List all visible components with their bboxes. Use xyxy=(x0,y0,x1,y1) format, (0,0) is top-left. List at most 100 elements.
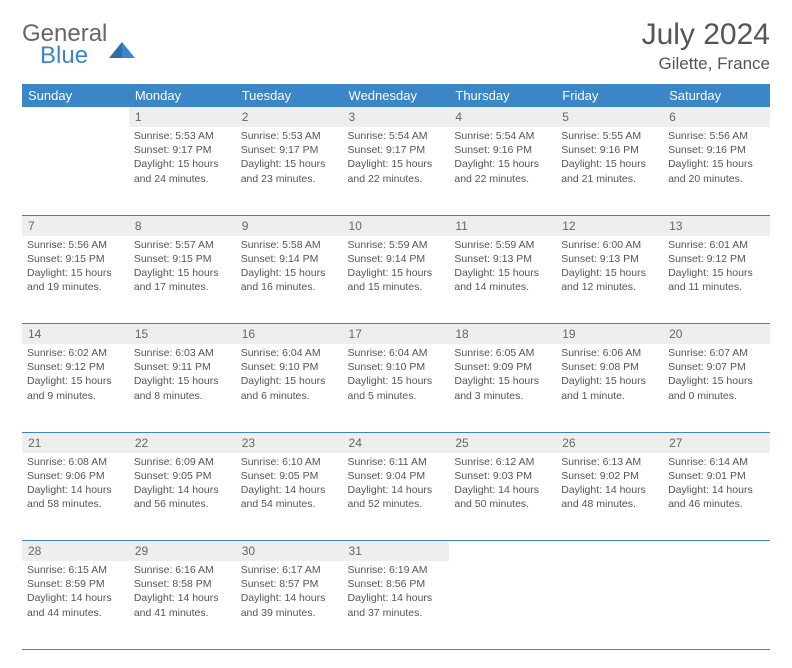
day-cell: Sunrise: 5:59 AMSunset: 9:13 PMDaylight:… xyxy=(449,236,556,324)
week-row: Sunrise: 5:53 AMSunset: 9:17 PMDaylight:… xyxy=(22,127,770,215)
day-details: Sunrise: 5:57 AMSunset: 9:15 PMDaylight:… xyxy=(134,236,231,295)
day-details: Sunrise: 6:06 AMSunset: 9:08 PMDaylight:… xyxy=(561,344,658,403)
day-details: Sunrise: 6:04 AMSunset: 9:10 PMDaylight:… xyxy=(348,344,445,403)
day-details: Sunrise: 6:17 AMSunset: 8:57 PMDaylight:… xyxy=(241,561,338,620)
day-number: 23 xyxy=(236,432,343,453)
day-cell: Sunrise: 5:56 AMSunset: 9:16 PMDaylight:… xyxy=(663,127,770,215)
day-number xyxy=(22,107,129,127)
day-number: 31 xyxy=(343,541,450,562)
day-details: Sunrise: 6:11 AMSunset: 9:04 PMDaylight:… xyxy=(348,453,445,512)
day-cell: Sunrise: 6:03 AMSunset: 9:11 PMDaylight:… xyxy=(129,344,236,432)
day-cell: Sunrise: 6:05 AMSunset: 9:09 PMDaylight:… xyxy=(449,344,556,432)
day-number: 25 xyxy=(449,432,556,453)
day-cell: Sunrise: 5:53 AMSunset: 9:17 PMDaylight:… xyxy=(129,127,236,215)
day-number: 20 xyxy=(663,324,770,345)
day-number xyxy=(449,541,556,562)
day-cell: Sunrise: 6:07 AMSunset: 9:07 PMDaylight:… xyxy=(663,344,770,432)
day-details: Sunrise: 6:15 AMSunset: 8:59 PMDaylight:… xyxy=(27,561,124,620)
calendar-table: SundayMondayTuesdayWednesdayThursdayFrid… xyxy=(22,84,770,650)
day-cell: Sunrise: 6:19 AMSunset: 8:56 PMDaylight:… xyxy=(343,561,450,649)
day-details: Sunrise: 6:07 AMSunset: 9:07 PMDaylight:… xyxy=(668,344,765,403)
day-number: 18 xyxy=(449,324,556,345)
day-number: 16 xyxy=(236,324,343,345)
day-number: 14 xyxy=(22,324,129,345)
day-number: 30 xyxy=(236,541,343,562)
day-number: 21 xyxy=(22,432,129,453)
day-cell: Sunrise: 6:02 AMSunset: 9:12 PMDaylight:… xyxy=(22,344,129,432)
day-details: Sunrise: 6:10 AMSunset: 9:05 PMDaylight:… xyxy=(241,453,338,512)
day-number-row: 14151617181920 xyxy=(22,324,770,345)
day-header: Saturday xyxy=(663,84,770,107)
day-details: Sunrise: 6:13 AMSunset: 9:02 PMDaylight:… xyxy=(561,453,658,512)
logo-line2: Blue xyxy=(40,44,107,68)
month-title: July 2024 xyxy=(642,18,770,52)
day-details: Sunrise: 5:56 AMSunset: 9:15 PMDaylight:… xyxy=(27,236,124,295)
calendar-page: General Blue July 2024 Gilette, France S… xyxy=(0,0,792,668)
day-cell: Sunrise: 6:08 AMSunset: 9:06 PMDaylight:… xyxy=(22,453,129,541)
day-number: 5 xyxy=(556,107,663,127)
day-cell: Sunrise: 6:06 AMSunset: 9:08 PMDaylight:… xyxy=(556,344,663,432)
day-cell xyxy=(22,127,129,215)
day-details: Sunrise: 5:59 AMSunset: 9:14 PMDaylight:… xyxy=(348,236,445,295)
logo: General Blue xyxy=(22,22,135,68)
week-row: Sunrise: 6:08 AMSunset: 9:06 PMDaylight:… xyxy=(22,453,770,541)
title-block: July 2024 Gilette, France xyxy=(642,18,770,74)
day-details: Sunrise: 6:03 AMSunset: 9:11 PMDaylight:… xyxy=(134,344,231,403)
day-number: 29 xyxy=(129,541,236,562)
day-number: 7 xyxy=(22,215,129,236)
day-number: 15 xyxy=(129,324,236,345)
day-number: 9 xyxy=(236,215,343,236)
day-number: 4 xyxy=(449,107,556,127)
day-cell: Sunrise: 5:53 AMSunset: 9:17 PMDaylight:… xyxy=(236,127,343,215)
day-number: 12 xyxy=(556,215,663,236)
day-number: 27 xyxy=(663,432,770,453)
day-cell xyxy=(663,561,770,649)
day-cell: Sunrise: 5:58 AMSunset: 9:14 PMDaylight:… xyxy=(236,236,343,324)
day-number xyxy=(556,541,663,562)
logo-text: General Blue xyxy=(22,22,107,68)
day-cell: Sunrise: 6:17 AMSunset: 8:57 PMDaylight:… xyxy=(236,561,343,649)
day-cell: Sunrise: 5:57 AMSunset: 9:15 PMDaylight:… xyxy=(129,236,236,324)
day-details: Sunrise: 5:54 AMSunset: 9:17 PMDaylight:… xyxy=(348,127,445,186)
day-number: 6 xyxy=(663,107,770,127)
day-cell: Sunrise: 6:04 AMSunset: 9:10 PMDaylight:… xyxy=(236,344,343,432)
day-cell: Sunrise: 5:54 AMSunset: 9:16 PMDaylight:… xyxy=(449,127,556,215)
day-number-row: 28293031 xyxy=(22,541,770,562)
day-cell: Sunrise: 5:56 AMSunset: 9:15 PMDaylight:… xyxy=(22,236,129,324)
day-details: Sunrise: 6:12 AMSunset: 9:03 PMDaylight:… xyxy=(454,453,551,512)
day-header: Wednesday xyxy=(343,84,450,107)
day-cell: Sunrise: 5:54 AMSunset: 9:17 PMDaylight:… xyxy=(343,127,450,215)
day-number xyxy=(663,541,770,562)
day-details: Sunrise: 6:19 AMSunset: 8:56 PMDaylight:… xyxy=(348,561,445,620)
day-details: Sunrise: 6:01 AMSunset: 9:12 PMDaylight:… xyxy=(668,236,765,295)
day-header: Thursday xyxy=(449,84,556,107)
day-cell xyxy=(449,561,556,649)
day-number: 8 xyxy=(129,215,236,236)
day-details: Sunrise: 5:55 AMSunset: 9:16 PMDaylight:… xyxy=(561,127,658,186)
day-number: 13 xyxy=(663,215,770,236)
day-header: Tuesday xyxy=(236,84,343,107)
day-number: 26 xyxy=(556,432,663,453)
day-number: 24 xyxy=(343,432,450,453)
day-details: Sunrise: 6:16 AMSunset: 8:58 PMDaylight:… xyxy=(134,561,231,620)
day-number: 3 xyxy=(343,107,450,127)
location: Gilette, France xyxy=(642,54,770,74)
day-number: 19 xyxy=(556,324,663,345)
day-details: Sunrise: 6:00 AMSunset: 9:13 PMDaylight:… xyxy=(561,236,658,295)
day-cell xyxy=(556,561,663,649)
day-details: Sunrise: 5:53 AMSunset: 9:17 PMDaylight:… xyxy=(241,127,338,186)
day-cell: Sunrise: 6:10 AMSunset: 9:05 PMDaylight:… xyxy=(236,453,343,541)
day-number: 2 xyxy=(236,107,343,127)
day-cell: Sunrise: 5:55 AMSunset: 9:16 PMDaylight:… xyxy=(556,127,663,215)
day-number-row: 21222324252627 xyxy=(22,432,770,453)
day-header: Friday xyxy=(556,84,663,107)
day-number: 17 xyxy=(343,324,450,345)
day-cell: Sunrise: 6:15 AMSunset: 8:59 PMDaylight:… xyxy=(22,561,129,649)
day-cell: Sunrise: 6:00 AMSunset: 9:13 PMDaylight:… xyxy=(556,236,663,324)
day-cell: Sunrise: 6:16 AMSunset: 8:58 PMDaylight:… xyxy=(129,561,236,649)
day-number-row: 123456 xyxy=(22,107,770,127)
day-cell: Sunrise: 6:01 AMSunset: 9:12 PMDaylight:… xyxy=(663,236,770,324)
day-details: Sunrise: 6:09 AMSunset: 9:05 PMDaylight:… xyxy=(134,453,231,512)
day-details: Sunrise: 5:59 AMSunset: 9:13 PMDaylight:… xyxy=(454,236,551,295)
day-cell: Sunrise: 5:59 AMSunset: 9:14 PMDaylight:… xyxy=(343,236,450,324)
